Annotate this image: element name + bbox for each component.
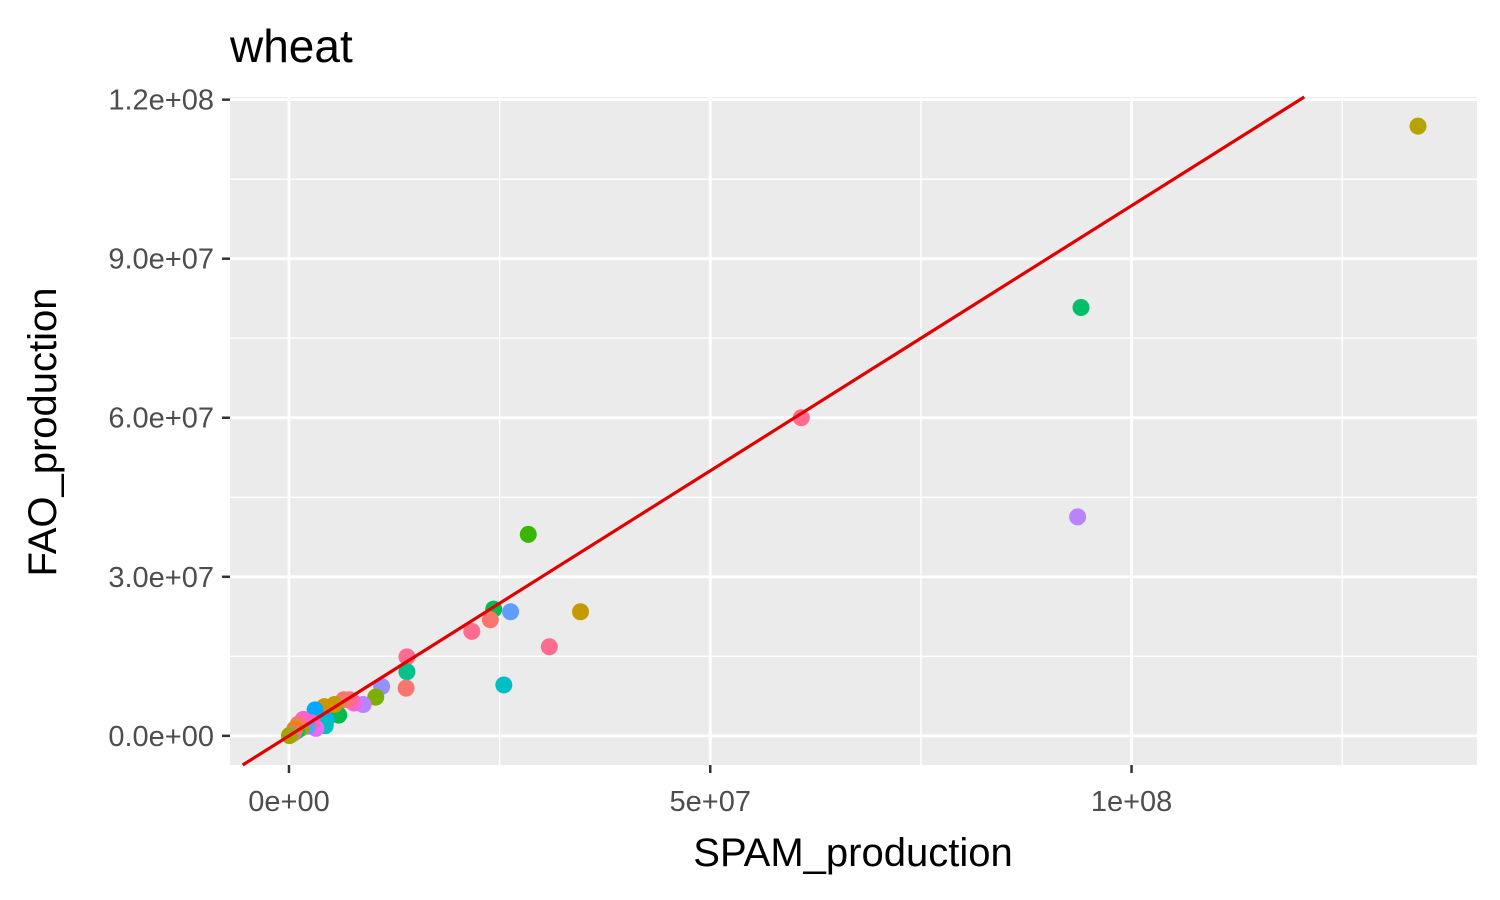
data-point [398,663,416,681]
y-tick-label: 6.0e+07 [108,403,214,435]
data-point [572,603,590,621]
data-point [306,701,324,719]
x-axis: 0e+00 5e+07 1e+08 [248,765,1172,818]
x-tick-label: 5e+07 [670,786,751,818]
x-tick-label: 1e+08 [1091,786,1172,818]
data-point [519,525,537,543]
y-tick-label: 3.0e+07 [108,562,214,594]
y-axis: 0.0e+00 3.0e+07 6.0e+07 9.0e+07 1.2e+08 [108,85,230,753]
minor-grid [230,97,1477,765]
data-point [792,409,810,427]
data-point [398,648,416,666]
major-grid [230,97,1477,765]
data-point [1069,508,1087,526]
x-tick-label: 0e+00 [248,786,329,818]
data-point [481,611,499,629]
x-axis-title: SPAM_production [693,831,1012,875]
data-point [540,638,558,656]
data-point [502,603,520,621]
data-point [1409,117,1427,135]
reference-line [241,95,1306,767]
data-point [367,688,385,706]
chart-title: wheat [229,20,353,72]
y-axis-title: FAO_production [21,287,65,576]
data-point [397,679,415,697]
y-tick-label: 9.0e+07 [108,244,214,276]
y-tick-label: 1.2e+08 [108,85,214,117]
data-point [495,676,513,694]
data-point [1072,298,1090,316]
plot-panel [230,97,1477,765]
data-point [463,622,481,640]
y-tick-label: 0.0e+00 [108,721,214,753]
